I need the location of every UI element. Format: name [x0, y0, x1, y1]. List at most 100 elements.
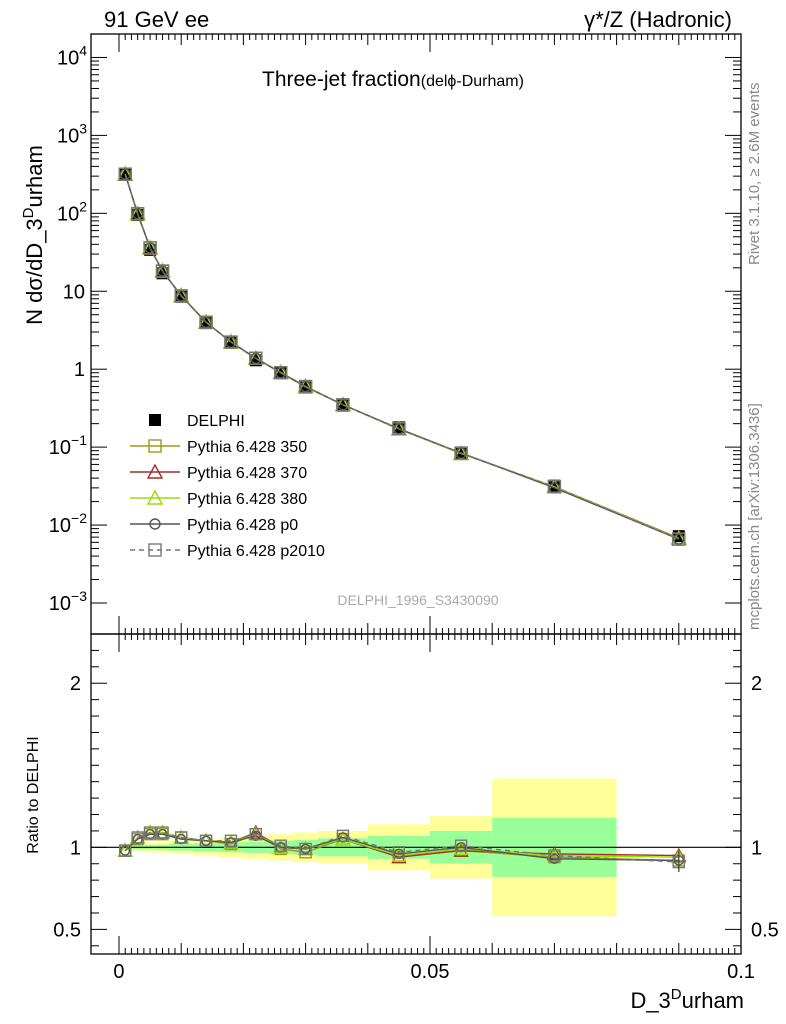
marker-circle	[131, 207, 144, 220]
mcplots-label: mcplots.cern.ch [arXiv:1306.3436]	[746, 403, 763, 630]
series-line	[124, 173, 680, 540]
marker-open-square	[454, 446, 468, 460]
ratio-y-tick-label: 0.5	[53, 919, 81, 941]
ratio-y-tick-label: 1	[70, 837, 81, 859]
y-tick-label: 103	[57, 120, 87, 147]
marker-circle	[299, 380, 312, 393]
marker-open-square	[155, 264, 170, 278]
marker-circle	[120, 845, 131, 856]
marker-circle	[275, 367, 287, 379]
marker-triangle	[391, 847, 407, 862]
marker-open-square	[249, 828, 263, 841]
legend-entry: Pythia 6.428 380	[187, 491, 307, 508]
marker-open-square	[672, 532, 686, 546]
marker-square	[149, 414, 161, 426]
marker-open-square	[119, 844, 132, 857]
series-line	[124, 173, 680, 539]
marker-open-square	[148, 543, 162, 557]
main-panel: 10−3 10−2 10−1 1 10 102 103 104	[49, 33, 742, 635]
marker-open-square	[199, 315, 213, 329]
marker-circle	[337, 399, 349, 411]
series-line	[124, 173, 680, 540]
marker-triangle	[273, 839, 289, 854]
marker-open-square	[298, 379, 313, 394]
header-left: 91 GeV ee	[104, 7, 209, 32]
legend-entry: DELPHI	[187, 413, 245, 430]
marker-open-square	[143, 826, 157, 839]
marker-circle	[200, 316, 212, 328]
marker-circle	[549, 853, 560, 865]
marker-square	[249, 354, 262, 367]
ratio-y-tick-label-right: 2	[751, 673, 762, 695]
marker-circle	[455, 447, 467, 459]
marker-circle	[250, 352, 262, 364]
ratio-series-line	[124, 831, 679, 863]
marker-triangle	[146, 463, 164, 479]
marker-open-square	[274, 839, 287, 852]
marker-open-square	[130, 206, 145, 221]
marker-circle	[149, 518, 161, 530]
marker-open-square	[118, 167, 132, 181]
y-tick-label: 10−1	[49, 432, 87, 459]
marker-circle	[673, 533, 685, 545]
rivet-label: Rivet 3.1.10, ≥ 2.6M events	[746, 83, 763, 266]
y-tick-label: 1	[74, 359, 85, 381]
y-tick-label: 102	[57, 198, 87, 225]
marker-circle	[119, 168, 131, 180]
marker-open-square	[392, 421, 406, 436]
marker-open-square	[156, 826, 169, 839]
plot-title-sub: (delϕ-Durham)	[421, 73, 524, 90]
marker-open-square	[224, 335, 238, 349]
y-axis-label-main: N dσ/dD_3Durham	[20, 145, 47, 325]
y-tick-label: 10−3	[49, 588, 87, 615]
y-tick-label: 10	[63, 281, 85, 303]
marker-open-square	[336, 829, 350, 843]
marker-open-square	[392, 846, 406, 859]
marker-open-square	[547, 480, 562, 494]
marker-circle	[144, 242, 156, 254]
marker-circle	[156, 265, 169, 277]
marker-open-square	[548, 849, 561, 862]
x-tick-label: 0.05	[411, 961, 450, 983]
y-tick-label: 10−2	[49, 510, 87, 537]
marker-open-square	[249, 351, 263, 365]
marker-open-square	[148, 439, 162, 453]
ratio-frame	[90, 633, 742, 955]
ratio-y-tick-label-right: 0.5	[751, 919, 779, 941]
x-axis-label: D_3Durham	[630, 986, 744, 1013]
legend-entry: Pythia 6.428 p0	[187, 517, 298, 534]
y-tick-label: 104	[57, 42, 87, 69]
legend-entry: Pythia 6.428 370	[187, 465, 307, 482]
marker-open-square	[199, 834, 213, 847]
marker-open-square	[336, 398, 350, 412]
ratio-y-tick-label-right: 1	[751, 837, 762, 859]
marker-open-square	[174, 289, 188, 303]
x-tick-label: 0	[113, 961, 124, 983]
marker-open-square	[224, 834, 238, 847]
plot-title: Three-jet fraction(delϕ-Durham)	[262, 68, 524, 91]
legend-entry: Pythia 6.428 p2010	[187, 543, 325, 560]
marker-open-square	[299, 842, 312, 856]
marker-circle	[225, 336, 237, 348]
ratio-y-tick-label: 2	[70, 673, 81, 695]
header-right: γ*/Z (Hadronic)	[584, 7, 732, 32]
marker-open-square	[131, 831, 144, 844]
marker-open-square	[143, 241, 157, 255]
marker-open-square	[274, 366, 288, 380]
series-line	[124, 173, 680, 540]
ratio-panel: 0 0.05 0.1 0.5 0.5 1 1 2 2	[53, 633, 779, 983]
marker-open-square	[174, 831, 188, 844]
y-axis-label-ratio: Ratio to DELPHI	[25, 736, 42, 853]
legend: DELPHI Pythia 6.428 350 Pythia 6.428 370 Py…	[130, 413, 325, 560]
marker-circle	[175, 290, 187, 302]
marker-triangle	[146, 489, 164, 505]
marker-open-square	[454, 839, 468, 852]
plot-title-main: Three-jet fraction	[262, 68, 421, 91]
analysis-watermark: DELPHI_1996_S3430090	[337, 592, 498, 608]
x-tick-label: 0.1	[727, 961, 755, 983]
marker-circle	[300, 843, 311, 855]
series-line	[124, 173, 680, 540]
marker-triangle	[453, 841, 469, 856]
legend-entry: Pythia 6.428 350	[187, 439, 307, 456]
